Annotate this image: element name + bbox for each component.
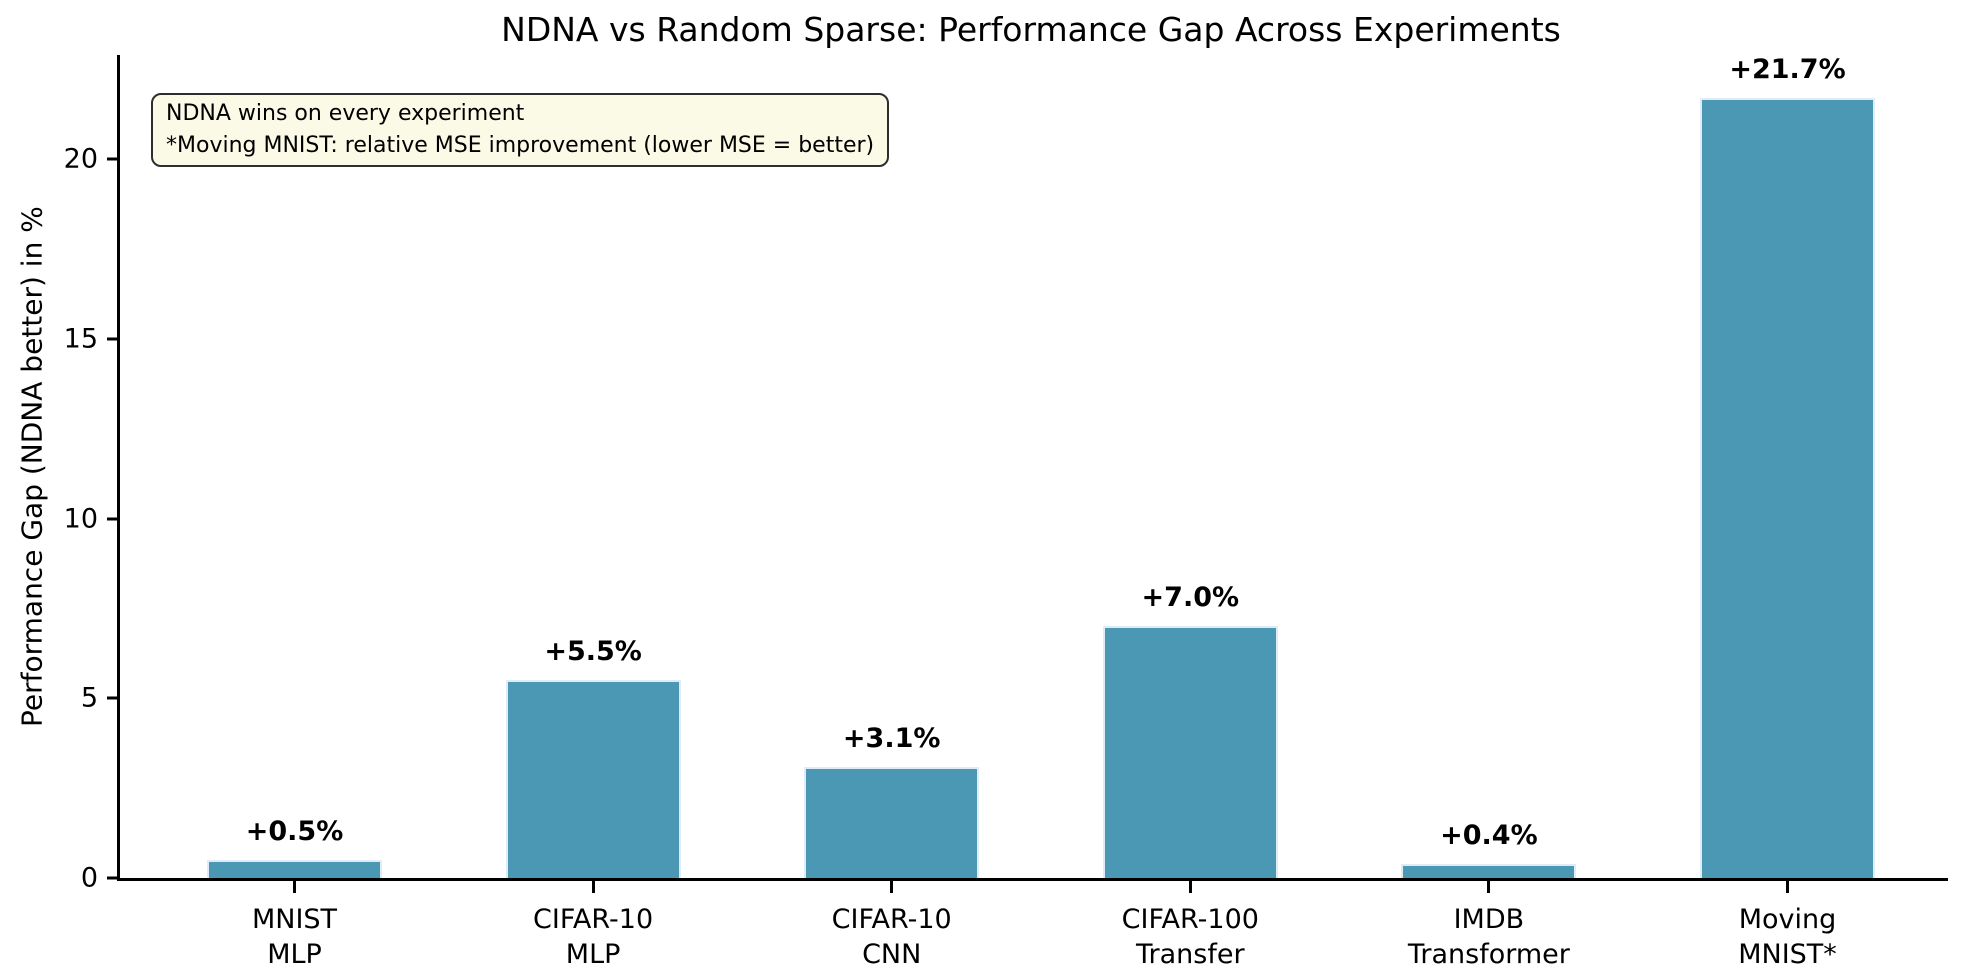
plot-area: 0 5 10 15 20 +0.5% MNIST MLP +5.5% CIFAR-10 MLP +3… xyxy=(64,54,1948,970)
y-tick-label: 20 xyxy=(63,143,98,175)
y-tick-mark xyxy=(107,517,120,521)
y-tick: 15 xyxy=(64,325,120,352)
y-tick: 0 xyxy=(81,865,120,892)
x-category-label: CIFAR-10 CNN xyxy=(742,902,1042,972)
y-tick: 10 xyxy=(64,505,120,532)
x-category-label-line: MLP xyxy=(267,939,322,970)
y-tick-mark xyxy=(107,696,120,700)
x-category-label-line: MNIST* xyxy=(1738,939,1837,970)
bar xyxy=(207,860,382,878)
x-category-label-line: MNIST xyxy=(251,904,338,935)
x-category-label-line: CIFAR-100 xyxy=(1121,904,1259,935)
y-tick-mark xyxy=(107,157,120,161)
x-category-label-line: CIFAR-10 xyxy=(533,904,654,935)
y-axis-label: Performance Gap (NDNA better) in % xyxy=(15,206,49,727)
bar-value-label: +21.7% xyxy=(1729,54,1846,86)
bar-value-label: +0.5% xyxy=(245,816,344,848)
y-tick-label: 15 xyxy=(63,323,98,355)
bar xyxy=(505,680,681,878)
y-tick-mark xyxy=(107,876,120,880)
annotation-box: NDNA wins on every experiment *Moving MN… xyxy=(151,93,890,167)
x-category-label: IMDB Transformer xyxy=(1339,902,1639,972)
bar-value-label: +7.0% xyxy=(1141,582,1240,614)
annotation-line-1: NDNA wins on every experiment xyxy=(166,101,525,126)
y-tick-label: 0 xyxy=(80,862,98,894)
x-category-label-line: IMDB xyxy=(1453,904,1525,935)
x-tick-mark xyxy=(1487,881,1491,893)
bar xyxy=(1700,98,1875,878)
annotation-line-2: *Moving MNIST: relative MSE improvement … xyxy=(166,133,875,158)
bar xyxy=(1102,626,1278,878)
y-tick-label: 5 xyxy=(80,682,98,714)
x-category-label-line: Transformer xyxy=(1407,939,1570,970)
x-category-label-line: Moving xyxy=(1738,904,1837,935)
x-category-label: MNIST MLP xyxy=(145,902,445,972)
x-category-label-line: MLP xyxy=(565,939,621,970)
x-tick-mark xyxy=(890,881,894,893)
x-category-label-line: Transfer xyxy=(1136,939,1245,970)
x-category-label: CIFAR-100 Transfer xyxy=(1040,902,1340,972)
x-category-label: CIFAR-10 MLP xyxy=(443,902,743,972)
bar xyxy=(1401,863,1577,878)
y-tick: 20 xyxy=(64,146,120,173)
bar-value-label: +5.5% xyxy=(544,636,642,668)
y-tick-label: 10 xyxy=(63,503,98,535)
x-tick-mark xyxy=(1188,881,1192,893)
y-tick: 5 xyxy=(81,685,120,712)
chart-title: NDNA vs Random Sparse: Performance Gap A… xyxy=(501,10,1561,49)
bar xyxy=(804,766,980,878)
x-category-label-line: CNN xyxy=(862,939,922,970)
x-category-label: Moving MNIST* xyxy=(1638,902,1938,972)
bar-value-label: +3.1% xyxy=(842,722,941,754)
x-tick-mark xyxy=(293,881,296,893)
y-tick-mark xyxy=(107,337,120,341)
x-tick-mark xyxy=(1786,881,1789,893)
x-tick-mark xyxy=(591,881,595,893)
bar-value-label: +0.4% xyxy=(1440,819,1538,851)
x-category-label-line: CIFAR-10 xyxy=(831,904,952,935)
